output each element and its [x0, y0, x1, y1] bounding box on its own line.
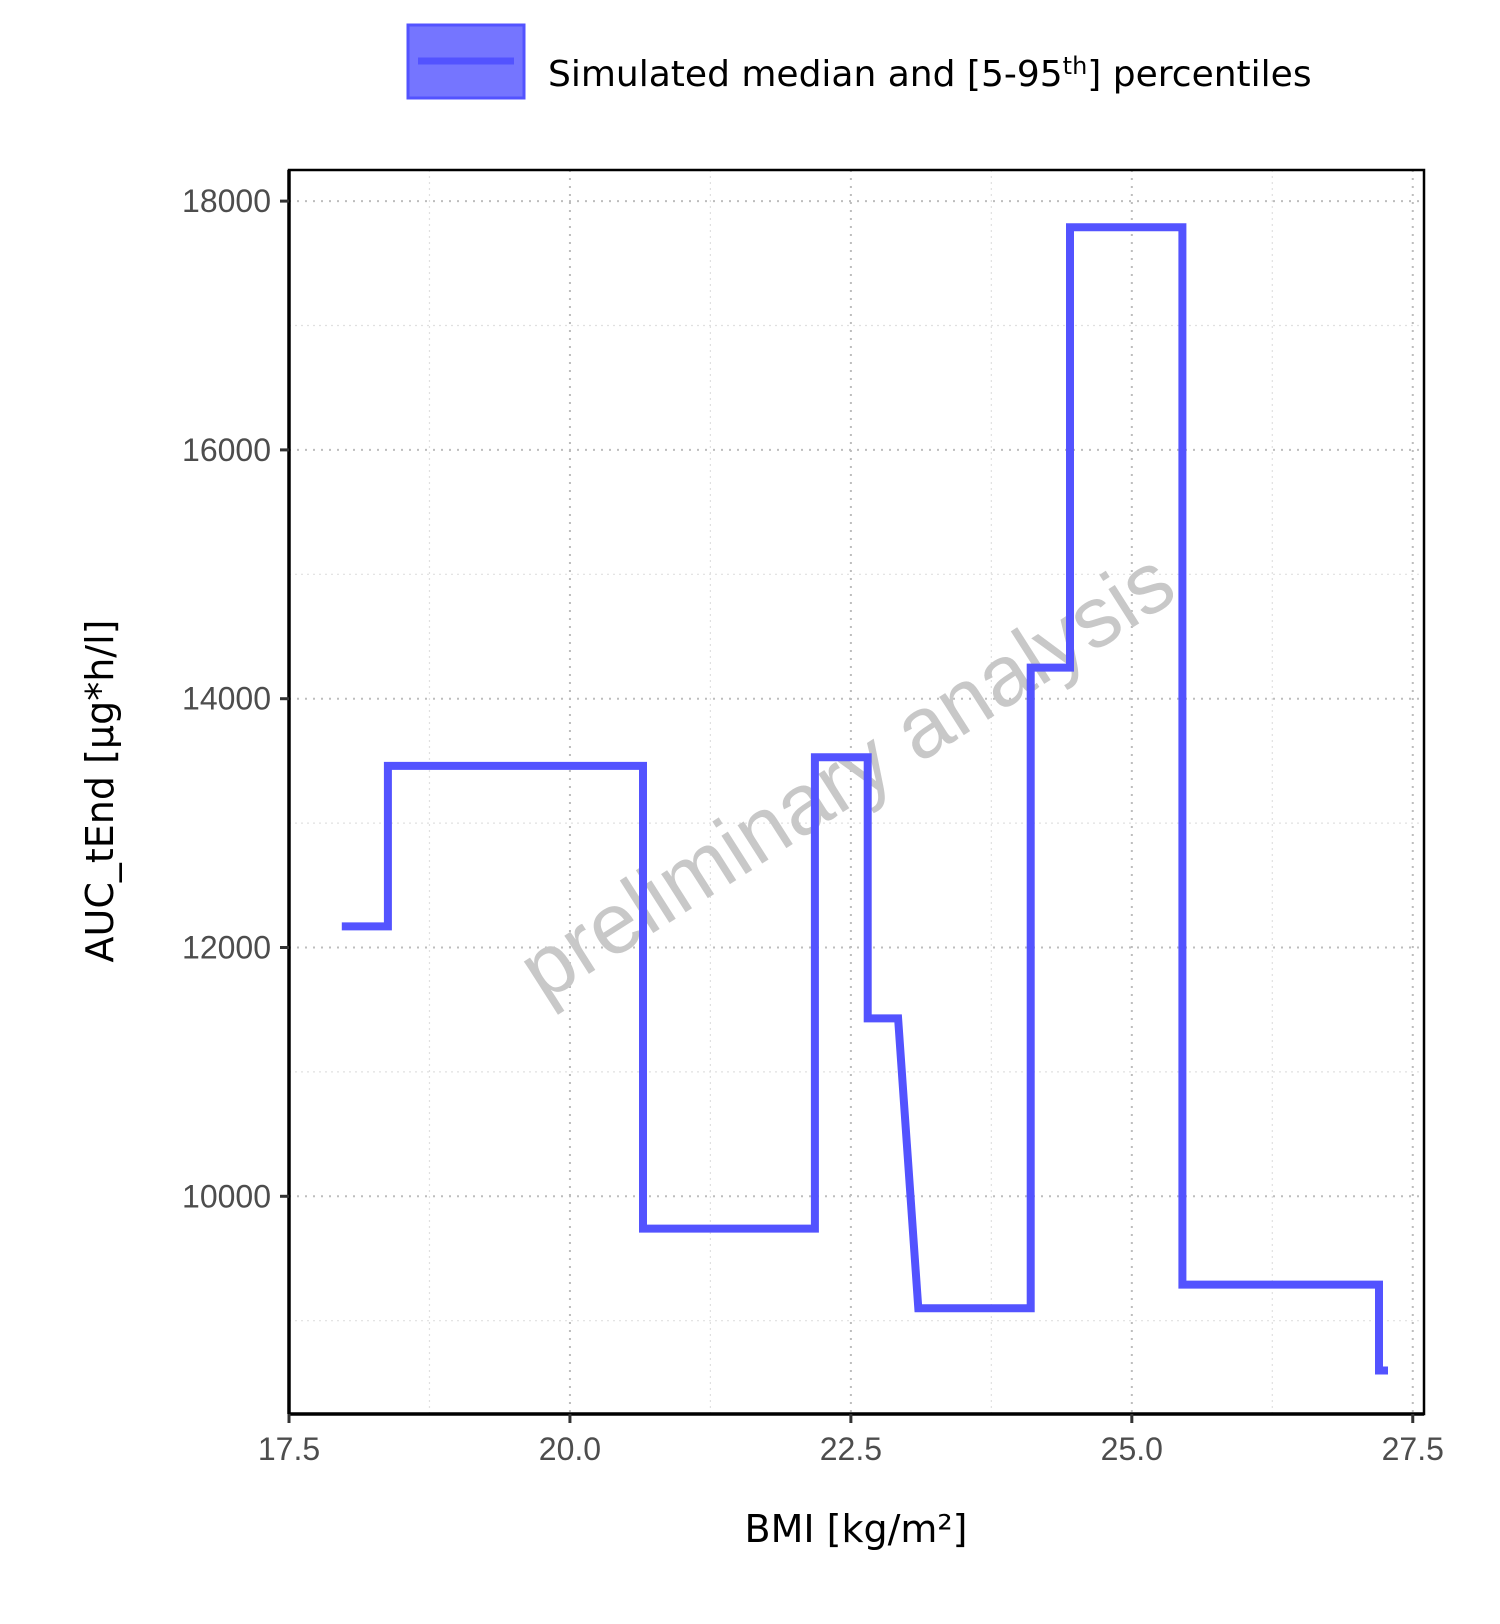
- y-tick-label: 16000: [182, 432, 271, 468]
- legend-label-sup: th: [1063, 52, 1088, 80]
- y-tick-label: 12000: [182, 930, 271, 966]
- y-axis-title: AUC_tEnd [µg*h/l]: [78, 620, 122, 963]
- legend-label: Simulated median and [5-95th] percentile…: [548, 52, 1312, 95]
- x-tick-label: 17.5: [258, 1431, 320, 1467]
- y-tick-label: 14000: [182, 681, 271, 717]
- x-tick-label: 20.0: [539, 1431, 601, 1467]
- grid: [288, 170, 1424, 1414]
- y-tick-label: 10000: [182, 1178, 271, 1214]
- ticks: 10000 12000 14000 16000 18000 17.5 20.0 22.5 25.…: [182, 183, 1444, 1467]
- legend-label-end: ] percentiles: [1087, 54, 1311, 95]
- x-tick-label: 27.5: [1382, 1431, 1444, 1467]
- axes: [287, 168, 1426, 1416]
- series-group: [341, 223, 1388, 1375]
- legend: Simulated median and [5-95th] percentile…: [406, 23, 1312, 100]
- y-tick-label: 18000: [182, 183, 271, 219]
- legend-label-main: Simulated median and [5-95: [548, 54, 1063, 95]
- x-tick-label: 25.0: [1101, 1431, 1163, 1467]
- x-axis-title: BMI [kg/m²]: [745, 1507, 968, 1551]
- x-tick-label: 22.5: [820, 1431, 882, 1467]
- watermark: preliminary analysis: [502, 532, 1190, 1019]
- series-line: [341, 223, 1388, 1375]
- watermark-group: preliminary analysis: [502, 532, 1190, 1019]
